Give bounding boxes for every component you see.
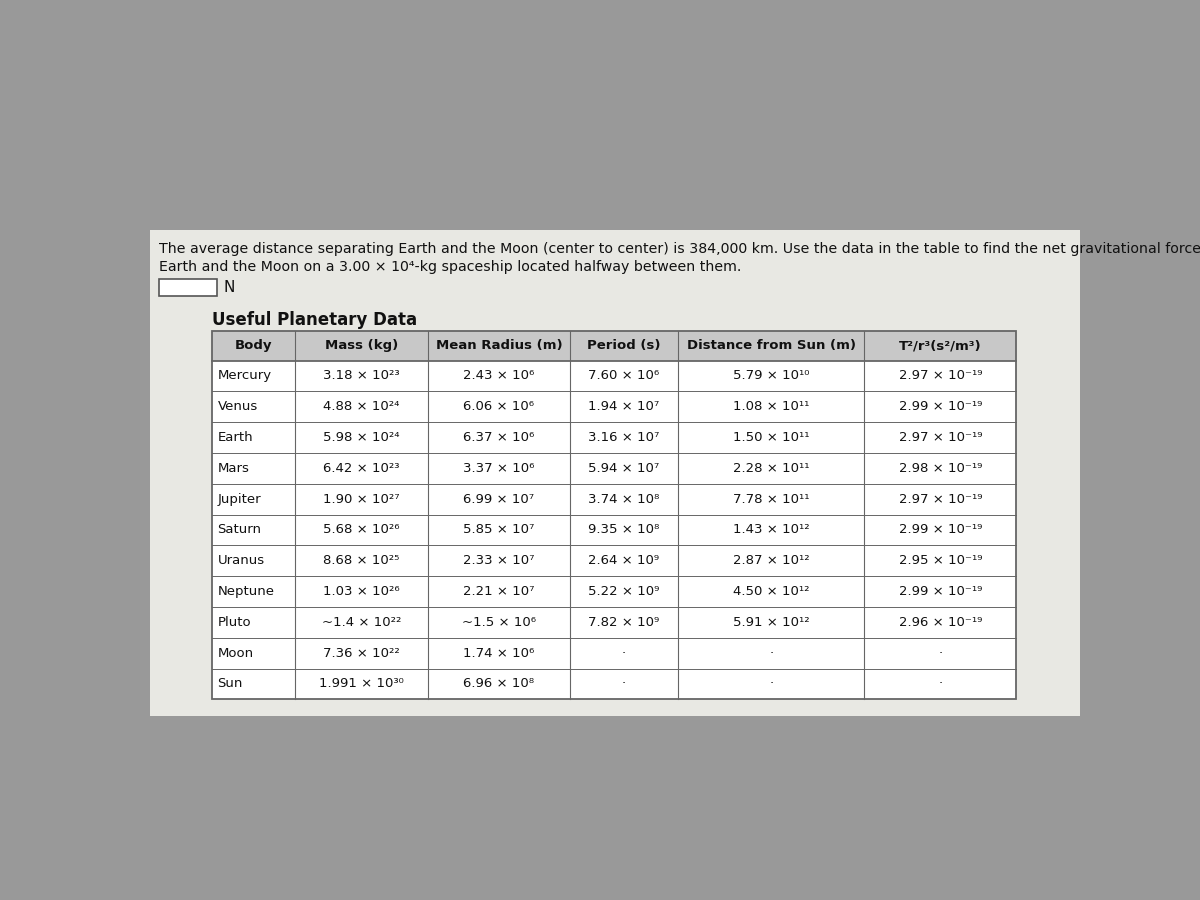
Bar [212, 484, 1016, 515]
Text: 4.88 × 10²⁴: 4.88 × 10²⁴ [324, 400, 400, 413]
Text: ~1.4 × 10²²: ~1.4 × 10²² [322, 616, 401, 629]
Text: 6.37 × 10⁶: 6.37 × 10⁶ [463, 431, 534, 444]
Text: 5.94 × 10⁷: 5.94 × 10⁷ [588, 462, 660, 475]
Text: 3.74 × 10⁸: 3.74 × 10⁸ [588, 492, 660, 506]
Text: 1.50 × 10¹¹: 1.50 × 10¹¹ [733, 431, 810, 444]
Text: 5.91 × 10¹²: 5.91 × 10¹² [733, 616, 810, 629]
Text: Earth and the Moon on a 3.00 × 10⁴-kg spaceship located halfway between them.: Earth and the Moon on a 3.00 × 10⁴-kg sp… [160, 260, 742, 274]
Text: ·: · [769, 647, 773, 660]
Text: 7.60 × 10⁶: 7.60 × 10⁶ [588, 370, 660, 382]
Text: Moon: Moon [217, 647, 253, 660]
Bar [212, 669, 1016, 699]
Text: 6.99 × 10⁷: 6.99 × 10⁷ [463, 492, 534, 506]
Text: 9.35 × 10⁸: 9.35 × 10⁸ [588, 524, 660, 536]
Text: Mass (kg): Mass (kg) [325, 339, 398, 353]
Text: 2.96 × 10⁻¹⁹: 2.96 × 10⁻¹⁹ [899, 616, 982, 629]
Text: 3.16 × 10⁷: 3.16 × 10⁷ [588, 431, 660, 444]
Text: 1.03 × 10²⁶: 1.03 × 10²⁶ [323, 585, 400, 598]
Text: 6.06 × 10⁶: 6.06 × 10⁶ [463, 400, 534, 413]
Text: 2.99 × 10⁻¹⁹: 2.99 × 10⁻¹⁹ [899, 524, 982, 536]
Text: 3.37 × 10⁶: 3.37 × 10⁶ [463, 462, 535, 475]
Text: ~1.5 × 10⁶: ~1.5 × 10⁶ [462, 616, 536, 629]
Text: 1.90 × 10²⁷: 1.90 × 10²⁷ [323, 492, 400, 506]
Text: Mars: Mars [217, 462, 250, 475]
Text: 8.68 × 10²⁵: 8.68 × 10²⁵ [324, 554, 400, 567]
Text: T²/r³(s²/m³): T²/r³(s²/m³) [899, 339, 982, 353]
Text: 2.99 × 10⁻¹⁹: 2.99 × 10⁻¹⁹ [899, 585, 982, 598]
Text: 2.43 × 10⁶: 2.43 × 10⁶ [463, 370, 534, 382]
Text: 2.28 × 10¹¹: 2.28 × 10¹¹ [733, 462, 810, 475]
Text: 6.96 × 10⁸: 6.96 × 10⁸ [463, 678, 534, 690]
Text: Venus: Venus [217, 400, 258, 413]
Text: Saturn: Saturn [217, 524, 262, 536]
Text: 1.43 × 10¹²: 1.43 × 10¹² [733, 524, 810, 536]
Text: Earth: Earth [217, 431, 253, 444]
Text: 7.82 × 10⁹: 7.82 × 10⁹ [588, 616, 660, 629]
Text: ·: · [769, 678, 773, 690]
Bar [212, 545, 1016, 576]
Text: ·: · [622, 678, 626, 690]
Bar [212, 607, 1016, 638]
Bar [212, 576, 1016, 607]
Text: Body: Body [235, 339, 272, 353]
Text: Jupiter: Jupiter [217, 492, 262, 506]
Text: 2.87 × 10¹²: 2.87 × 10¹² [733, 554, 810, 567]
Text: Useful Planetary Data: Useful Planetary Data [212, 311, 418, 329]
Text: 7.36 × 10²²: 7.36 × 10²² [323, 647, 400, 660]
Text: 4.50 × 10¹²: 4.50 × 10¹² [733, 585, 810, 598]
Text: 2.97 × 10⁻¹⁹: 2.97 × 10⁻¹⁹ [899, 370, 982, 382]
Text: 7.78 × 10¹¹: 7.78 × 10¹¹ [733, 492, 810, 506]
Text: 2.95 × 10⁻¹⁹: 2.95 × 10⁻¹⁹ [899, 554, 982, 567]
Bar [212, 453, 1016, 484]
Text: Neptune: Neptune [217, 585, 275, 598]
Bar [212, 422, 1016, 453]
Bar [150, 230, 1080, 716]
Text: 3.18 × 10²³: 3.18 × 10²³ [323, 370, 400, 382]
Text: 2.99 × 10⁻¹⁹: 2.99 × 10⁻¹⁹ [899, 400, 982, 413]
Text: ·: · [938, 678, 942, 690]
Text: Period (s): Period (s) [587, 339, 661, 353]
Bar [160, 279, 217, 296]
Text: Distance from Sun (m): Distance from Sun (m) [686, 339, 856, 353]
Text: Pluto: Pluto [217, 616, 251, 629]
Text: 2.97 × 10⁻¹⁹: 2.97 × 10⁻¹⁹ [899, 492, 982, 506]
Text: 2.64 × 10⁹: 2.64 × 10⁹ [588, 554, 660, 567]
Text: 1.08 × 10¹¹: 1.08 × 10¹¹ [733, 400, 809, 413]
Text: 2.21 × 10⁷: 2.21 × 10⁷ [463, 585, 535, 598]
Text: 5.85 × 10⁷: 5.85 × 10⁷ [463, 524, 535, 536]
Text: 1.74 × 10⁶: 1.74 × 10⁶ [463, 647, 534, 660]
Bar [212, 361, 1016, 392]
Bar [212, 638, 1016, 669]
Text: The average distance separating Earth and the Moon (center to center) is 384,000: The average distance separating Earth an… [160, 242, 1200, 256]
Text: 5.79 × 10¹⁰: 5.79 × 10¹⁰ [733, 370, 810, 382]
Text: Sun: Sun [217, 678, 242, 690]
Text: 1.991 × 10³⁰: 1.991 × 10³⁰ [319, 678, 404, 690]
Text: 2.98 × 10⁻¹⁹: 2.98 × 10⁻¹⁹ [899, 462, 982, 475]
Text: Uranus: Uranus [217, 554, 264, 567]
Text: ·: · [622, 647, 626, 660]
Bar [212, 392, 1016, 422]
Text: 6.42 × 10²³: 6.42 × 10²³ [323, 462, 400, 475]
Text: 1.94 × 10⁷: 1.94 × 10⁷ [588, 400, 660, 413]
Text: 2.33 × 10⁷: 2.33 × 10⁷ [463, 554, 535, 567]
Bar [212, 515, 1016, 545]
Text: 5.98 × 10²⁴: 5.98 × 10²⁴ [323, 431, 400, 444]
Text: 5.68 × 10²⁶: 5.68 × 10²⁶ [323, 524, 400, 536]
Text: 5.22 × 10⁹: 5.22 × 10⁹ [588, 585, 660, 598]
Text: N: N [223, 280, 235, 295]
Text: 2.97 × 10⁻¹⁹: 2.97 × 10⁻¹⁹ [899, 431, 982, 444]
Text: Mercury: Mercury [217, 370, 271, 382]
Bar [212, 331, 1016, 361]
Text: Mean Radius (m): Mean Radius (m) [436, 339, 563, 353]
Bar [212, 331, 1016, 699]
Text: ·: · [938, 647, 942, 660]
